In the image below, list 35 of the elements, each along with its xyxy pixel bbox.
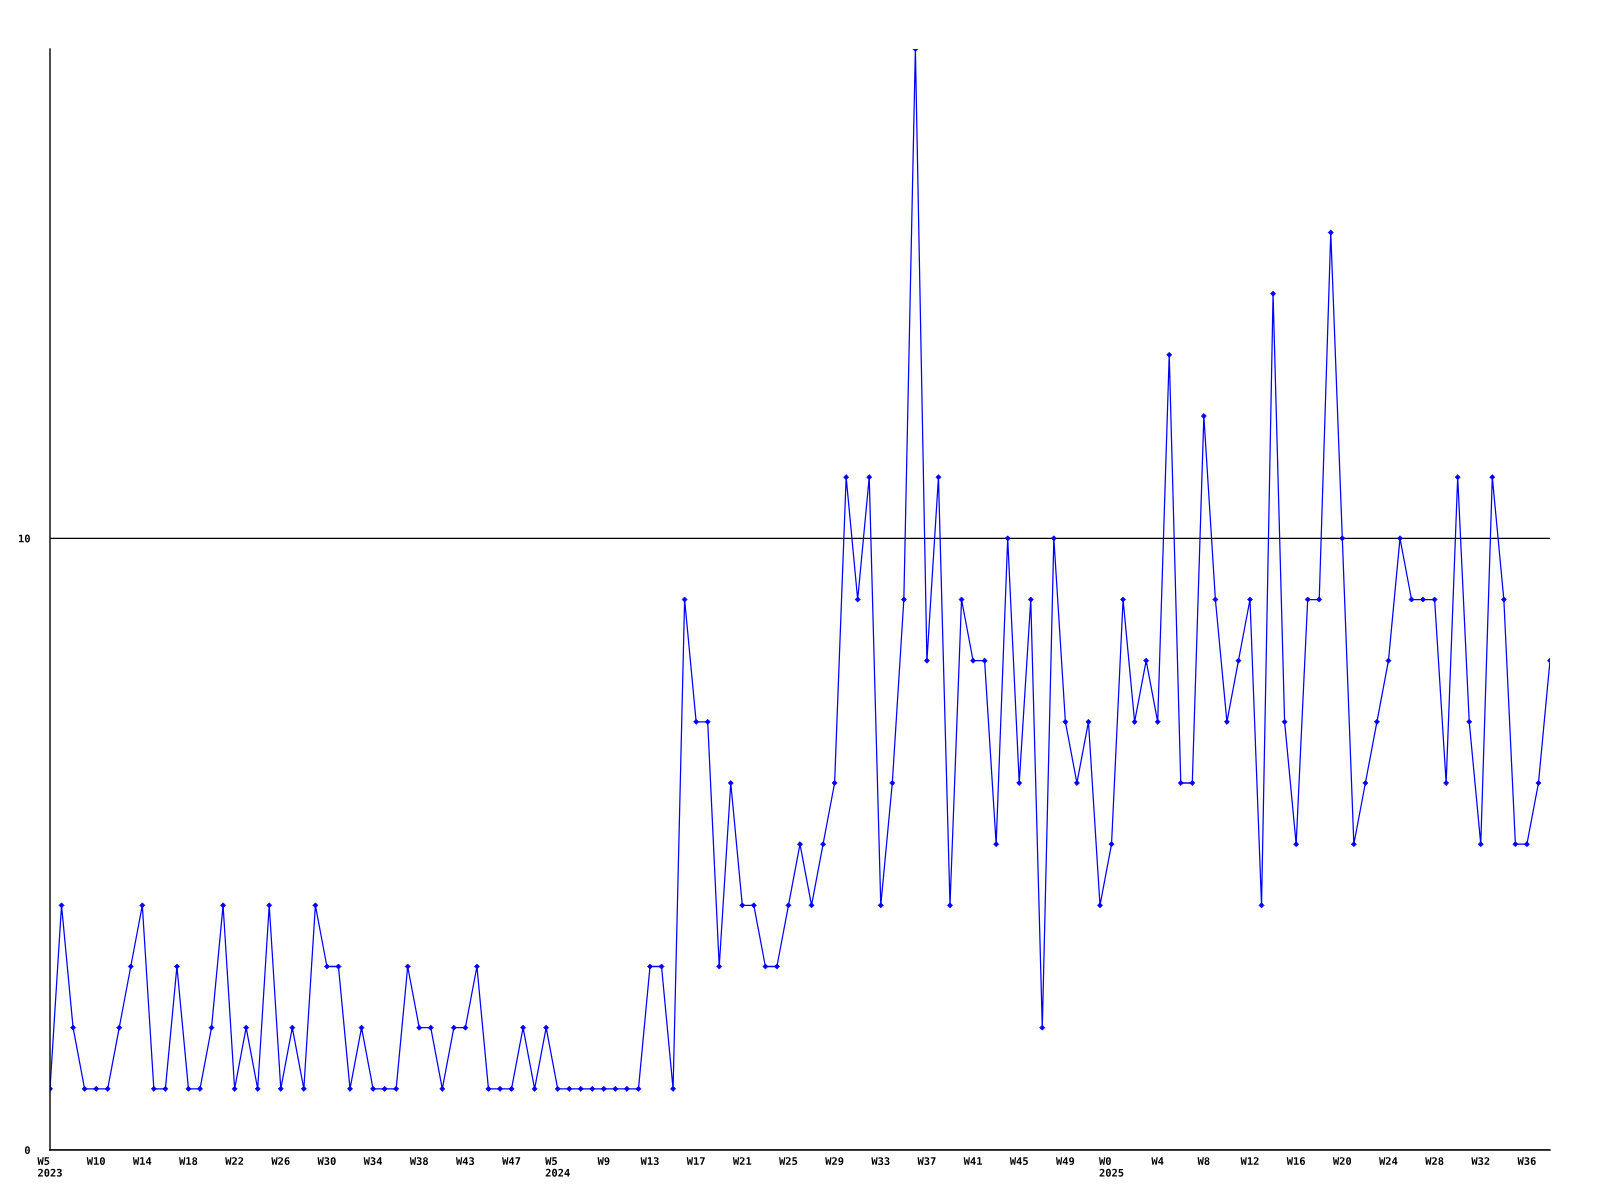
y-tick-label: 10 [18,534,30,543]
x-tick-label: W43 [455,1157,475,1166]
x-tick-label: W37 [917,1157,936,1166]
x-tick-label: W14 [132,1157,152,1165]
y-tick-label: 0 [24,1146,30,1155]
x-tick-label: W47 [502,1157,521,1165]
x-tick-label: W32 [1471,1157,1490,1166]
x-tick-label: W17 [686,1157,705,1165]
x-tick-label: W36 [1517,1157,1536,1166]
x-tick-label: W18 [179,1157,198,1166]
x-tick-label: W45 [1009,1157,1028,1166]
x-tick-label: W33 [871,1157,890,1166]
x-tick-label: W12 [1240,1157,1259,1165]
x-tick-label: W13 [640,1157,659,1166]
x-tick-label: W8 [1197,1157,1210,1166]
x-tick-label: W41 [963,1157,982,1165]
x-tick-label: W22 [225,1157,244,1165]
x-tick-label: W24 [1379,1157,1398,1165]
x-tick-label: W49 [1055,1157,1075,1166]
x-tick-label: W26 [271,1157,290,1166]
x-tick-label: W9 [597,1157,610,1166]
x-tick-label: W5 2023 [37,1157,62,1177]
x-tick-label: W29 [825,1157,844,1166]
x-tick-label: W21 [732,1157,752,1165]
x-tick-label: W5 2024 [545,1157,570,1177]
x-tick-label: W30 [317,1157,336,1166]
x-tick-label: W38 [409,1157,428,1166]
x-tick-label: W25 [779,1157,798,1166]
x-tick-label: W34 [363,1157,383,1166]
x-tick-label: W16 [1286,1157,1305,1166]
x-tick-label: W4 [1151,1157,1164,1165]
x-tick-label: W28 [1425,1157,1444,1166]
x-tick-label: W0 2025 [1099,1157,1124,1177]
x-tick-label: W20 [1332,1157,1352,1166]
x-tick-label: W10 [86,1157,105,1166]
